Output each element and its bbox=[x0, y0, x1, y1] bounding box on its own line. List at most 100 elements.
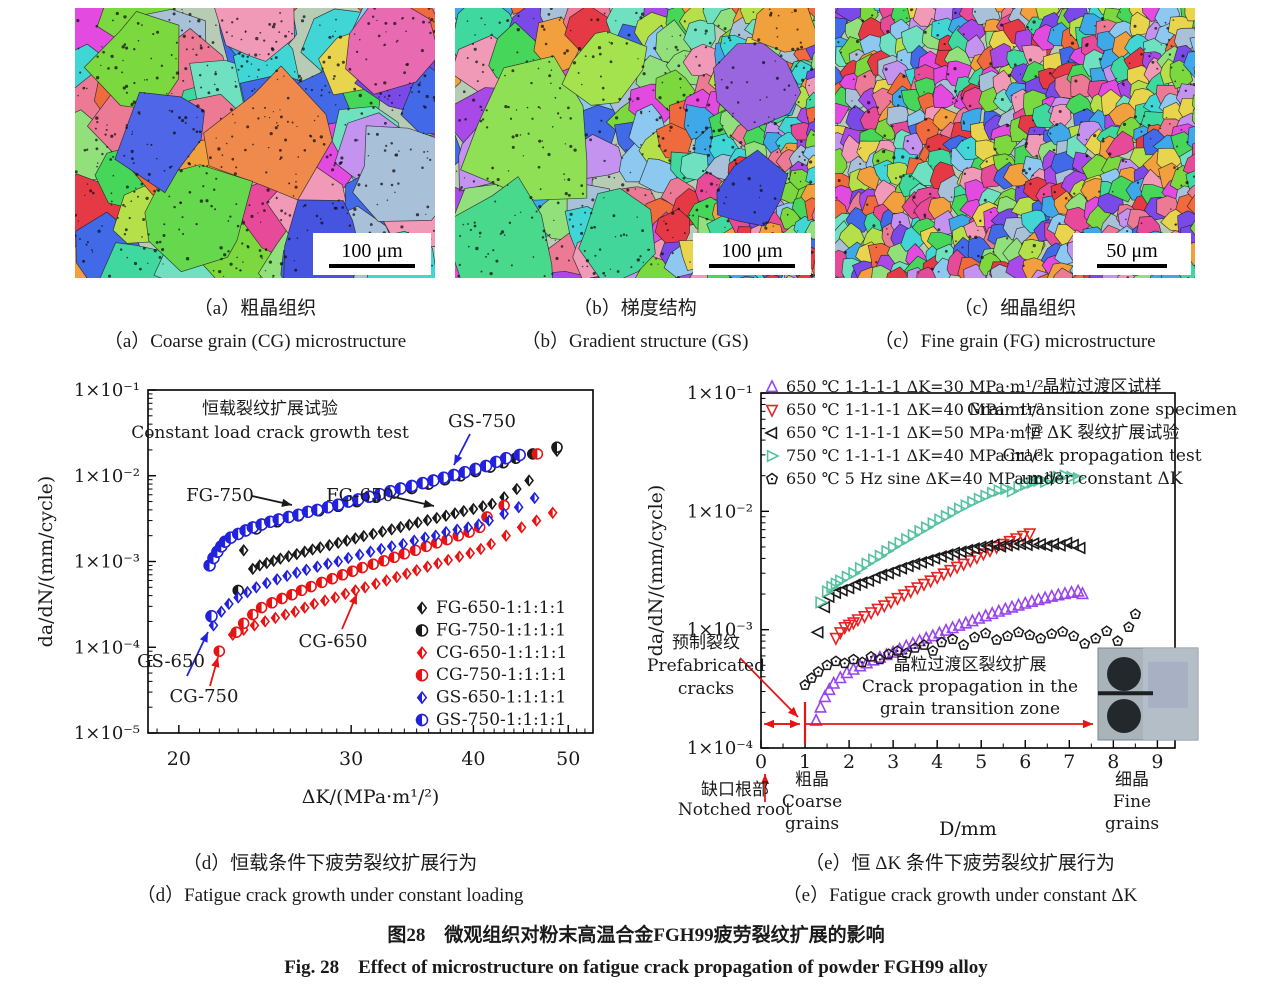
svg-text:1: 1 bbox=[799, 751, 811, 773]
svg-text:under constant ΔK: under constant ΔK bbox=[1022, 469, 1183, 489]
svg-text:650 ℃ 1-1-1-1 ΔK=50 MPa·m¹/²: 650 ℃ 1-1-1-1 ΔK=50 MPa·m¹/² bbox=[786, 423, 1043, 442]
svg-text:1×10⁻³: 1×10⁻³ bbox=[687, 620, 753, 641]
scale-bar-line bbox=[1097, 263, 1167, 268]
svg-text:650 ℃ 1-1-1-1 ΔK=30 MPa·m¹/²: 650 ℃ 1-1-1-1 ΔK=30 MPa·m¹/² bbox=[786, 377, 1043, 396]
svg-text:650 ℃ 1-1-1-1 ΔK=40 MPa·m¹/²: 650 ℃ 1-1-1-1 ΔK=40 MPa·m¹/² bbox=[786, 400, 1043, 419]
svg-text:Prefabricated: Prefabricated bbox=[647, 656, 765, 676]
caption-a-zh: （a）粗晶组织 bbox=[193, 298, 317, 319]
caption-b-zh: （b）梯度结构 bbox=[573, 298, 697, 319]
svg-text:40: 40 bbox=[461, 748, 485, 770]
svg-text:750 ℃ 1-1-1-1 ΔK=40 MPa·m¹/²: 750 ℃ 1-1-1-1 ΔK=40 MPa·m¹/² bbox=[786, 446, 1043, 465]
svg-text:GS-650-1:1:1:1: GS-650-1:1:1:1 bbox=[436, 688, 566, 708]
svg-text:1×10⁻⁵: 1×10⁻⁵ bbox=[74, 723, 140, 744]
chart-e-container: 0 1 2 3 4 5 6 7 8 9 1×10⁻⁴ 1×10⁻³ 1×10⁻² 1×10⁻¹ D/mm da… bbox=[640, 370, 1272, 855]
specimen-photo bbox=[1097, 647, 1199, 741]
axis: 0 1 2 3 4 5 6 7 8 9 1×10⁻⁴ 1×10⁻³ 1×10⁻² 1×10⁻¹ D/mm da… bbox=[645, 383, 1176, 840]
caption-c-en: （c）Fine grain (FG) microstructure bbox=[874, 331, 1156, 352]
axis: 20 30 40 50 1×10⁻⁵ 1×10⁻⁴ 1×10⁻³ 1×10⁻² 1×10⁻¹ ΔK… bbox=[35, 380, 594, 808]
svg-text:cracks: cracks bbox=[678, 679, 734, 699]
chart-constant-deltaK: 0 1 2 3 4 5 6 7 8 9 1×10⁻⁴ 1×10⁻³ 1×10⁻² 1×10⁻¹ D/mm da… bbox=[645, 377, 1237, 840]
svg-text:Notched root: Notched root bbox=[678, 800, 792, 820]
caption-b-en: （b）Gradient structure (GS) bbox=[521, 331, 749, 352]
svg-text:预制裂纹: 预制裂纹 bbox=[672, 633, 740, 653]
annotation: FG-750 bbox=[186, 485, 254, 506]
svg-text:2: 2 bbox=[843, 751, 855, 773]
svg-text:grains: grains bbox=[1105, 814, 1159, 834]
series bbox=[213, 448, 544, 657]
annotation: 预制裂纹 Prefabricated cracks bbox=[647, 633, 765, 699]
scale-bar-label: 50 μm bbox=[1106, 239, 1158, 262]
caption-d-zh: （d）恒载条件下疲劳裂纹扩展行为 bbox=[182, 853, 478, 874]
svg-text:da/dN/(mm/cycle): da/dN/(mm/cycle) bbox=[35, 476, 57, 648]
svg-text:恒载裂纹扩展试验: 恒载裂纹扩展试验 bbox=[202, 399, 338, 419]
svg-text:da/dN/(mm/cycle): da/dN/(mm/cycle) bbox=[645, 485, 667, 657]
scale-bar-a: 100 μm bbox=[313, 233, 431, 275]
svg-text:Grain transition zone specimen: Grain transition zone specimen bbox=[967, 400, 1237, 420]
svg-text:FG-750-1:1:1:1: FG-750-1:1:1:1 bbox=[436, 620, 566, 640]
annotation: 恒载裂纹扩展试验 Constant load crack growth test bbox=[131, 399, 409, 443]
svg-text:1×10⁻²: 1×10⁻² bbox=[687, 501, 753, 522]
annotation: GS-650 bbox=[137, 651, 205, 672]
caption-e-zh: （e）恒 ΔK 条件下疲劳裂纹扩展行为 bbox=[805, 853, 1115, 874]
svg-text:D/mm: D/mm bbox=[939, 818, 997, 840]
svg-text:0: 0 bbox=[755, 751, 767, 773]
scale-bar-c: 50 μm bbox=[1073, 233, 1191, 275]
caption-d-en: （d）Fatigue crack growth under constant l… bbox=[136, 885, 524, 906]
svg-text:Crack propagation test: Crack propagation test bbox=[1002, 446, 1201, 466]
svg-text:Constant load crack growth tes: Constant load crack growth test bbox=[131, 423, 409, 443]
svg-text:晶粒过渡区裂纹扩展: 晶粒过渡区裂纹扩展 bbox=[894, 655, 1047, 675]
annotation: CG-650 bbox=[299, 631, 368, 652]
micrograph-coarse-grain: 100 μm bbox=[75, 8, 435, 278]
series bbox=[203, 448, 526, 623]
micrograph-fine-grain: 50 μm bbox=[835, 8, 1195, 278]
series bbox=[208, 491, 540, 632]
figure-caption-en: Fig. 28 Effect of microstructure on fati… bbox=[284, 957, 988, 978]
svg-text:650 ℃ 5 Hz sine ΔK=40 MPa·m¹/²: 650 ℃ 5 Hz sine ΔK=40 MPa·m¹/² bbox=[786, 469, 1062, 488]
svg-text:缺口根部: 缺口根部 bbox=[701, 780, 769, 800]
svg-text:GS-750: GS-750 bbox=[448, 411, 516, 432]
svg-text:4: 4 bbox=[931, 751, 943, 773]
svg-text:CG-750-1:1:1:1: CG-750-1:1:1:1 bbox=[436, 665, 567, 685]
legend: 650 ℃ 1-1-1-1 ΔK=30 MPa·m¹/² 650 ℃ 1-1-1-… bbox=[764, 377, 1062, 488]
svg-text:Crack propagation in the: Crack propagation in the bbox=[862, 677, 1078, 697]
svg-text:7: 7 bbox=[1063, 751, 1075, 773]
svg-text:GS-750-1:1:1:1: GS-750-1:1:1:1 bbox=[436, 710, 566, 730]
figure-caption-zh: 图28 微观组织对粉末高温合金FGH99疲劳裂纹扩展的影响 bbox=[387, 925, 885, 946]
svg-text:grains: grains bbox=[785, 814, 839, 834]
svg-text:FG-650: FG-650 bbox=[326, 485, 394, 506]
svg-text:6: 6 bbox=[1019, 751, 1031, 773]
scale-bar-label: 100 μm bbox=[721, 239, 783, 262]
annotation: FG-650 bbox=[326, 485, 394, 506]
svg-text:CG-750: CG-750 bbox=[170, 686, 239, 707]
svg-text:细晶: 细晶 bbox=[1115, 770, 1149, 790]
svg-text:1×10⁻¹: 1×10⁻¹ bbox=[74, 380, 140, 401]
scale-bar-b: 100 μm bbox=[693, 233, 811, 275]
svg-text:FG-750: FG-750 bbox=[186, 485, 254, 506]
svg-text:9: 9 bbox=[1151, 751, 1163, 773]
svg-text:1×10⁻⁴: 1×10⁻⁴ bbox=[687, 738, 753, 759]
scale-bar-line bbox=[329, 263, 415, 268]
annotation: GS-750 bbox=[448, 411, 516, 432]
svg-text:8: 8 bbox=[1107, 751, 1119, 773]
series bbox=[810, 536, 1086, 639]
caption-e-en: （e）Fatigue crack growth under constant Δ… bbox=[782, 885, 1138, 906]
svg-text:20: 20 bbox=[167, 748, 191, 770]
svg-text:3: 3 bbox=[887, 751, 899, 773]
svg-text:30: 30 bbox=[339, 748, 363, 770]
annotation: CG-750 bbox=[170, 686, 239, 707]
svg-text:CG-650: CG-650 bbox=[299, 631, 368, 652]
svg-text:粗晶: 粗晶 bbox=[795, 770, 829, 790]
series bbox=[809, 583, 1090, 726]
svg-text:Coarse: Coarse bbox=[782, 792, 842, 812]
micrograph-gradient-structure: 100 μm bbox=[455, 8, 815, 278]
svg-text:GS-650: GS-650 bbox=[137, 651, 205, 672]
caption-c-zh: （c）细晶组织 bbox=[953, 298, 1077, 319]
annotation: 晶粒过渡区试样 Grain transition zone specimen 恒 Δ… bbox=[967, 377, 1237, 489]
svg-text:1×10⁻²: 1×10⁻² bbox=[74, 466, 140, 487]
svg-text:grain transition zone: grain transition zone bbox=[880, 699, 1060, 719]
svg-text:恒 ΔK 裂纹扩展试验: 恒 ΔK 裂纹扩展试验 bbox=[1025, 423, 1180, 443]
